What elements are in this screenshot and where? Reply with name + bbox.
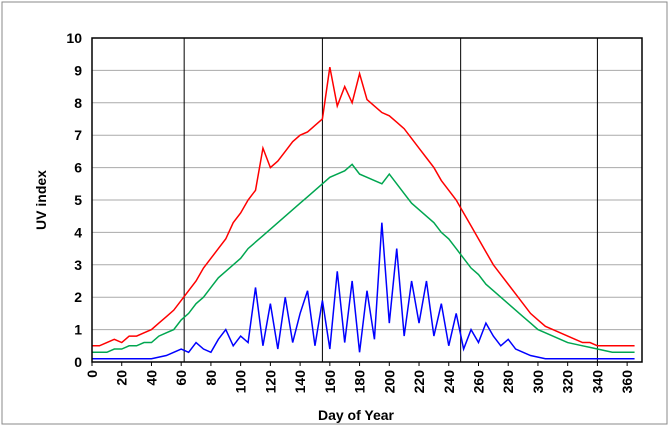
x-tick-label: 300 (530, 370, 546, 394)
x-tick-label: 160 (322, 370, 338, 394)
series-line (92, 67, 635, 347)
y-tick-label: 2 (74, 289, 82, 305)
y-tick-label: 0 (74, 354, 82, 370)
series-line (92, 222, 635, 360)
x-tick-label: 40 (143, 370, 159, 386)
y-tick-label: 10 (66, 30, 82, 46)
x-tick-label: 260 (470, 370, 486, 394)
y-tick-label: 1 (74, 322, 82, 338)
x-tick-label: 180 (352, 370, 368, 394)
x-tick-label: 240 (441, 370, 457, 394)
x-tick-label: 220 (411, 370, 427, 394)
y-tick-label: 8 (74, 95, 82, 111)
frame (1, 1, 668, 425)
x-tick-label: 360 (619, 370, 635, 394)
x-tick-label: 80 (203, 370, 219, 386)
x-tick-label: 140 (292, 370, 308, 394)
y-tick-label: 3 (74, 257, 82, 273)
series-line (92, 163, 635, 354)
x-tick-label: 280 (500, 370, 516, 394)
y-tick-label: 5 (74, 192, 82, 208)
plot-border (91, 37, 643, 363)
x-tick-label: 200 (381, 370, 397, 394)
x-tick-label: 20 (114, 370, 130, 386)
y-tick-label: 7 (74, 127, 82, 143)
x-tick-label: 340 (589, 370, 605, 394)
x-tick-label: 320 (560, 370, 576, 394)
y-tick-label: 4 (74, 224, 82, 240)
y-axis-label: UV index (33, 170, 49, 230)
x-tick-label: 120 (262, 370, 278, 394)
x-tick-label: 100 (233, 370, 249, 394)
y-tick-label: 6 (74, 160, 82, 176)
x-tick-label: 60 (173, 370, 189, 386)
y-tick-label: 9 (74, 62, 82, 78)
x-tick-label: 0 (84, 370, 100, 378)
x-axis-label: Day of Year (318, 407, 395, 423)
